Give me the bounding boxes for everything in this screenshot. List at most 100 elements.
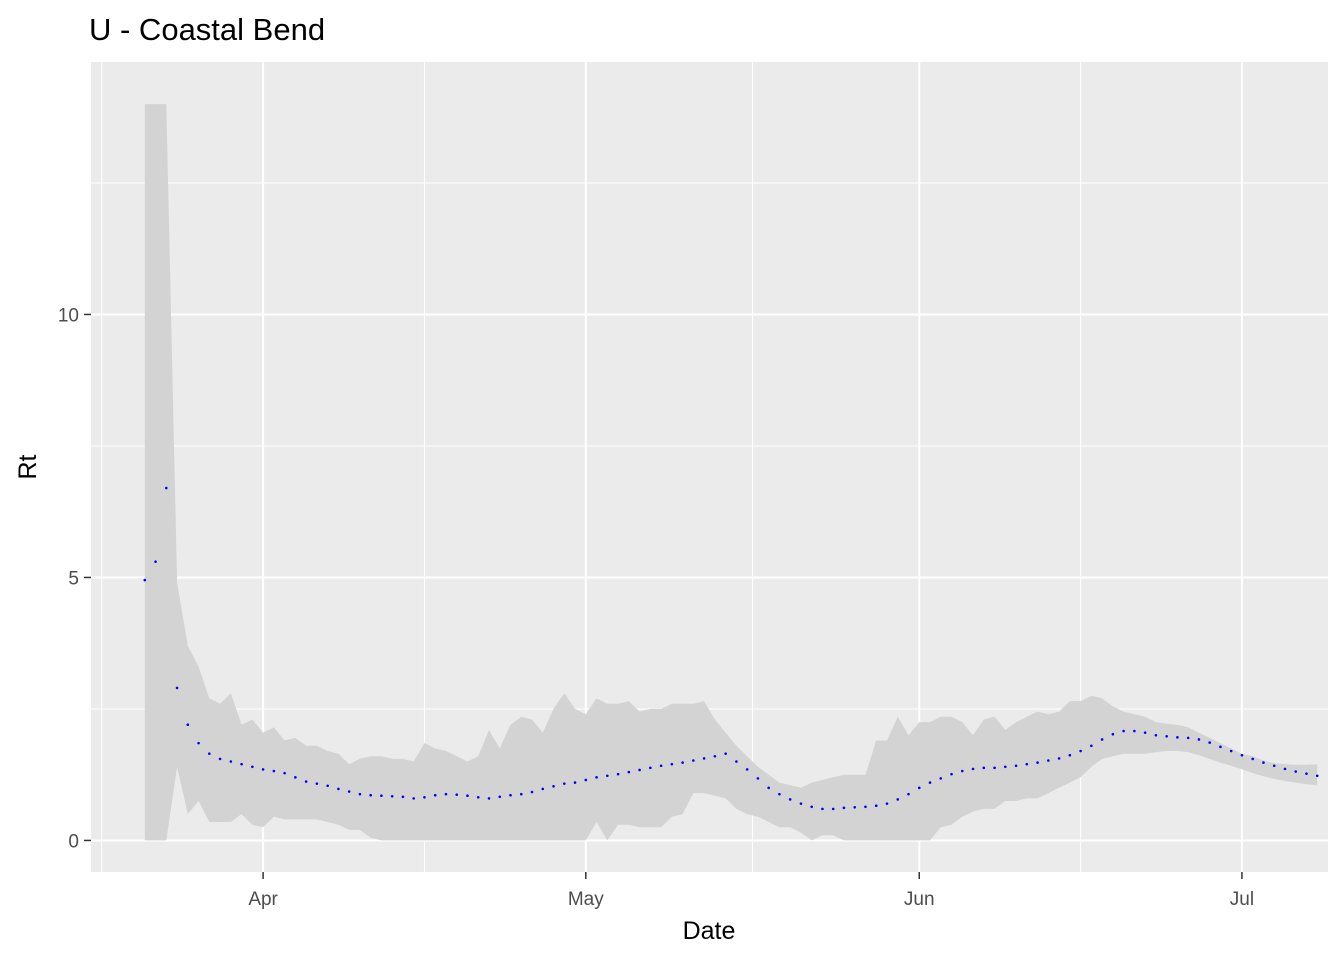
x-tick-label: Jun	[904, 889, 935, 910]
rt-point	[896, 798, 900, 801]
rt-point	[670, 762, 674, 766]
rt-point-series	[143, 486, 1319, 811]
confidence-band-area	[144, 104, 1318, 841]
rt-point	[681, 761, 684, 764]
rt-point	[433, 793, 437, 797]
rt-point	[423, 796, 426, 799]
rt-point	[1111, 732, 1115, 736]
rt-point	[713, 754, 717, 758]
x-tick-label: May	[568, 889, 604, 910]
rt-point	[864, 805, 867, 809]
rt-point	[380, 794, 383, 798]
rt-point	[724, 752, 727, 755]
rt-point	[509, 793, 512, 797]
rt-point	[1272, 764, 1276, 768]
rt-point	[1036, 761, 1039, 764]
rt-point	[1014, 764, 1018, 768]
rt-point	[595, 776, 598, 779]
rt-point	[1315, 774, 1319, 778]
rt-point	[218, 757, 222, 761]
confidence-band	[144, 104, 1318, 841]
chart-title: U - Coastal Bend	[89, 12, 325, 47]
rt-point	[1090, 744, 1093, 748]
rt-point	[401, 795, 405, 799]
rt-point	[487, 797, 491, 800]
rt-point	[347, 790, 351, 793]
rt-point	[982, 766, 986, 770]
rt-point	[1154, 733, 1158, 737]
rt-point	[885, 802, 889, 805]
rt-point	[1294, 770, 1298, 773]
rt-point	[627, 770, 631, 774]
rt-point	[853, 806, 857, 809]
y-tick-label: 0	[68, 831, 79, 852]
rt-point	[208, 752, 211, 755]
rt-point	[186, 723, 190, 727]
rt-point	[616, 772, 620, 776]
rt-point	[261, 768, 265, 771]
rt-point	[294, 776, 297, 779]
rt-point	[928, 781, 932, 784]
rt-point	[1251, 757, 1255, 761]
rt-point	[799, 802, 803, 805]
rt-point	[272, 769, 276, 773]
rt-point	[175, 686, 179, 690]
rt-point	[229, 760, 233, 763]
rt-point	[745, 768, 749, 771]
rt-point	[842, 806, 846, 810]
rt-point	[455, 793, 459, 796]
rt-point	[412, 797, 415, 800]
y-axis-title: Rt	[14, 454, 42, 479]
rt-point	[1197, 738, 1201, 741]
rt-point	[1025, 762, 1029, 766]
rt-point	[562, 782, 566, 785]
rt-point	[756, 777, 760, 780]
rt-point	[315, 782, 319, 785]
rt-point	[1165, 734, 1168, 738]
x-axis-title: Date	[683, 917, 736, 945]
rt-point	[971, 767, 975, 771]
rt-point	[240, 762, 243, 766]
rt-point	[1208, 741, 1211, 744]
rt-point	[541, 787, 545, 791]
rt-point	[767, 786, 770, 790]
rt-point	[164, 486, 168, 490]
rt-point	[702, 757, 706, 760]
rt-point	[960, 769, 964, 773]
y-tick-label: 10	[58, 305, 79, 326]
rt-point	[692, 759, 695, 762]
rt-point	[154, 560, 157, 563]
rt-point	[1283, 767, 1287, 771]
rt-point	[1079, 749, 1082, 753]
x-axis: Apr May Jun Jul	[248, 872, 1254, 910]
rt-point	[1219, 745, 1222, 749]
rt-point	[1057, 757, 1061, 760]
rt-point	[552, 784, 555, 788]
rt-point	[810, 805, 813, 809]
rt-point	[326, 784, 329, 788]
rt-point	[251, 765, 254, 769]
y-tick-label: 5	[68, 568, 79, 589]
rt-point	[649, 766, 652, 770]
rt-point	[390, 794, 394, 798]
rt-point	[1186, 736, 1190, 740]
x-tick-label: Apr	[248, 889, 278, 910]
y-axis: 0 5 10	[58, 305, 91, 852]
rt-point	[1176, 736, 1179, 739]
rt-point	[874, 804, 878, 808]
rt-point	[1122, 729, 1125, 733]
rt-point	[444, 792, 448, 796]
rt-point	[638, 768, 641, 772]
rt-point	[1047, 759, 1050, 762]
rt-point	[1133, 729, 1136, 733]
rt-point	[1262, 761, 1265, 764]
rt-point	[466, 794, 469, 798]
rt-point	[1305, 772, 1308, 775]
rt-point	[519, 792, 523, 796]
rt-point	[337, 787, 340, 791]
rt-point	[907, 792, 910, 796]
rt-point	[304, 780, 308, 783]
rt-point	[735, 760, 738, 763]
rt-point	[1004, 765, 1007, 769]
